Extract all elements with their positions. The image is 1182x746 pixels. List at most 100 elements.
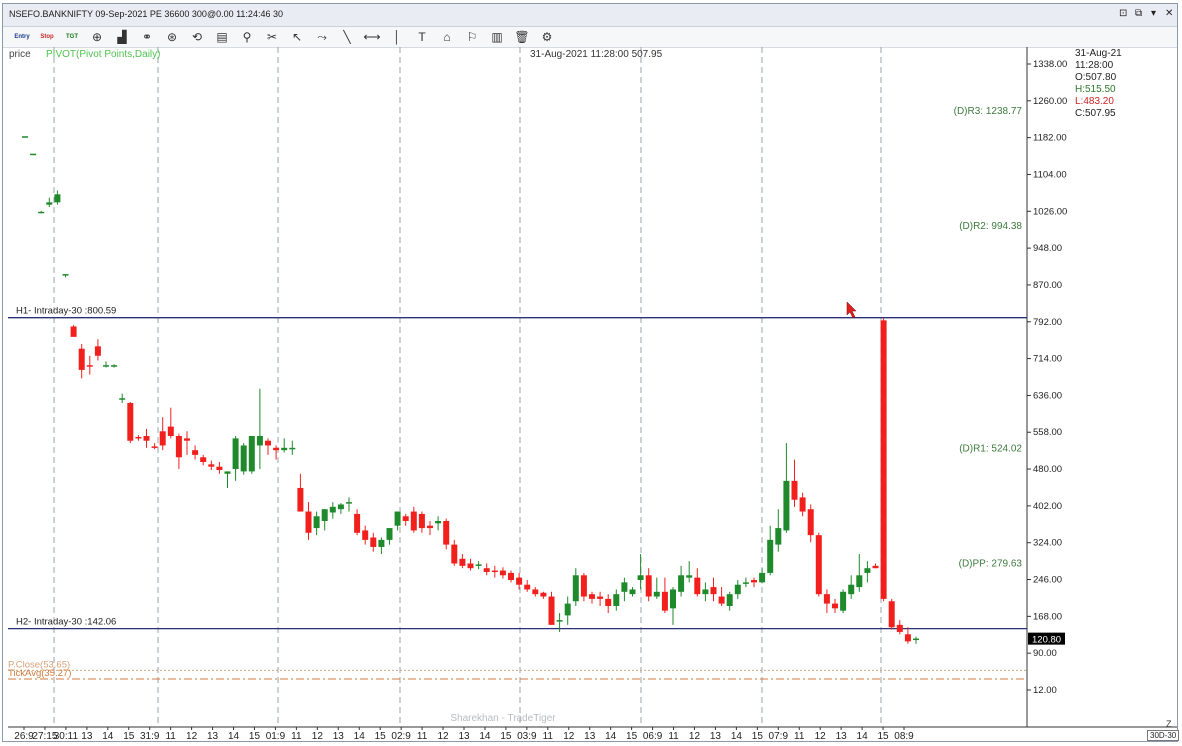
candle-body[interactable] [159, 431, 166, 446]
candle-body[interactable] [670, 589, 676, 609]
candle-body[interactable] [702, 589, 709, 595]
text-icon[interactable]: T [418, 30, 426, 44]
compass-icon[interactable]: ⊛ [166, 30, 178, 44]
candle-body[interactable] [216, 466, 223, 471]
candle-body[interactable] [184, 438, 190, 441]
drawing-icon[interactable]: ⟲ [191, 30, 203, 44]
candle-body[interactable] [200, 457, 207, 462]
candle-body[interactable] [378, 539, 385, 547]
candle-body[interactable] [678, 575, 685, 592]
candle-body[interactable] [94, 346, 101, 356]
trend-icon[interactable]: ⤳ [317, 30, 327, 44]
candle-body[interactable] [840, 591, 847, 611]
candle-body[interactable] [913, 638, 919, 641]
candle-body[interactable] [718, 596, 725, 604]
candle-body[interactable] [532, 589, 539, 595]
candle-body[interactable] [127, 402, 134, 441]
candle-body[interactable] [872, 565, 879, 569]
candle-body[interactable] [119, 398, 126, 400]
candle-body[interactable] [791, 480, 798, 500]
candle-body[interactable] [832, 603, 838, 609]
chart-type-icon[interactable]: ▟ [117, 30, 127, 44]
candle-body[interactable] [46, 202, 53, 205]
candle-body[interactable] [346, 502, 352, 504]
candle-body[interactable] [402, 516, 409, 521]
candle-body[interactable] [224, 471, 231, 474]
stop-button[interactable]: Stop [40, 34, 54, 40]
candle-body[interactable] [613, 594, 620, 606]
candle-body[interactable] [888, 601, 895, 628]
period-badge[interactable]: 30D-30 [1147, 730, 1180, 741]
candle-body[interactable] [192, 450, 199, 455]
candle-body[interactable] [815, 535, 822, 595]
candle-body[interactable] [265, 440, 271, 446]
candle-body[interactable] [443, 520, 450, 545]
candle-body[interactable] [386, 528, 393, 540]
candle-body[interactable] [321, 509, 328, 521]
alert-icon[interactable]: ⚐ [466, 30, 478, 44]
candle-body[interactable] [580, 575, 587, 597]
tile-icon[interactable]: ⧉ [1135, 8, 1143, 19]
candle-body[interactable] [499, 570, 506, 576]
candle-body[interactable] [686, 575, 693, 578]
candle-body[interactable] [904, 634, 911, 642]
pointer-icon[interactable]: ↖ [291, 30, 303, 44]
candle-body[interactable] [524, 584, 531, 590]
candle-body[interactable] [896, 624, 903, 632]
candle-body[interactable] [281, 447, 288, 451]
tag-icon[interactable]: ⌂ [443, 30, 451, 44]
candle-body[interactable] [823, 594, 830, 604]
candle-body[interactable] [175, 436, 182, 458]
candle-body[interactable] [313, 516, 320, 529]
candle-body[interactable] [86, 365, 93, 367]
candle-body[interactable] [726, 594, 733, 606]
candle-body[interactable] [645, 575, 652, 597]
candle-body[interactable] [742, 582, 749, 584]
candle-body[interactable] [589, 594, 595, 599]
candle-body[interactable] [305, 511, 312, 533]
candle-body[interactable] [467, 563, 474, 569]
candle-body[interactable] [103, 365, 109, 367]
candle-body[interactable] [337, 504, 344, 510]
candle-body[interactable] [208, 464, 215, 467]
candle-body[interactable] [70, 326, 77, 337]
delete-icon[interactable]: 🗑 [514, 30, 530, 44]
template-icon[interactable]: ▤ [216, 30, 228, 44]
menu-dropdown-icon[interactable]: ▾ [1151, 8, 1157, 19]
candle-body[interactable] [605, 598, 612, 606]
close-icon[interactable]: ✕ [1165, 8, 1174, 19]
candle-body[interactable] [78, 348, 85, 370]
candle-body[interactable] [540, 592, 547, 597]
candle-body[interactable] [661, 591, 668, 611]
candle-body[interactable] [572, 575, 579, 602]
candle-body[interactable] [475, 564, 482, 566]
candle-body[interactable] [637, 575, 644, 581]
candle-body[interactable] [767, 539, 774, 573]
candle-body[interactable] [864, 568, 871, 573]
link-icon[interactable]: ⚭ [141, 30, 153, 44]
candle-body[interactable] [653, 591, 660, 597]
candle-body[interactable] [734, 584, 741, 595]
scissors-icon[interactable]: ✂ [266, 30, 278, 44]
bars-icon[interactable]: ▥ [491, 30, 503, 44]
candle-body[interactable] [856, 575, 863, 588]
settings-icon[interactable]: ⚙ [541, 30, 553, 44]
candle-body[interactable] [273, 447, 280, 451]
candle-body[interactable] [256, 436, 263, 446]
candle-body[interactable] [491, 570, 498, 573]
candle-body[interactable] [240, 445, 247, 472]
candle-body[interactable] [297, 487, 304, 512]
candle-body[interactable] [751, 580, 757, 583]
candle-body[interactable] [548, 596, 555, 625]
candle-body[interactable] [38, 211, 45, 214]
candle-body[interactable] [564, 603, 571, 616]
zoom-button[interactable]: Z [1166, 719, 1172, 729]
candle-body[interactable] [370, 537, 377, 547]
candle-body[interactable] [410, 511, 417, 531]
zoom-icon[interactable]: ⚲ [242, 30, 252, 44]
candle-body[interactable] [54, 194, 61, 203]
candle-body[interactable] [232, 438, 239, 470]
candle-body[interactable] [62, 274, 69, 276]
vline-icon[interactable]: │ [393, 30, 401, 44]
